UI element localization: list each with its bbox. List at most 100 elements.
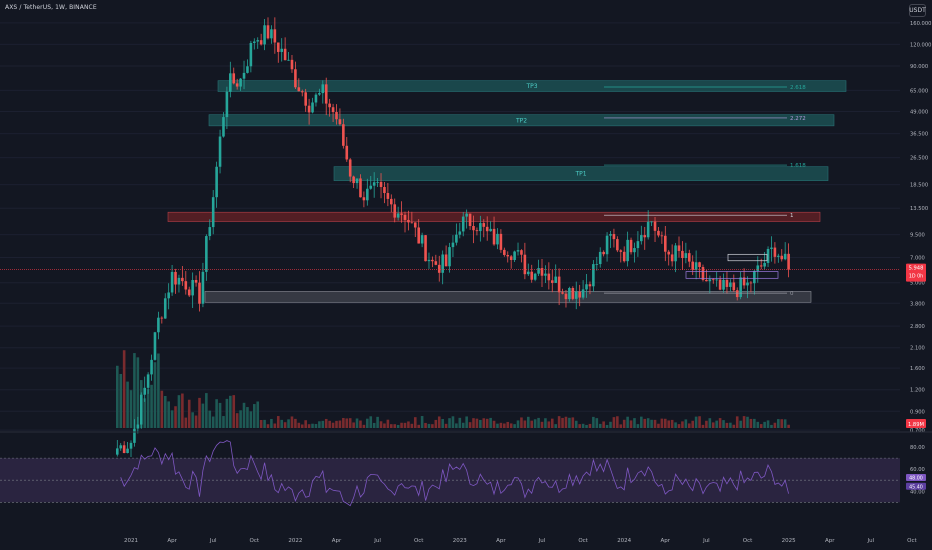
volume-bar [681, 421, 684, 428]
price-tick-label: 26.500 [910, 156, 928, 162]
volume-bar [194, 415, 198, 428]
volume-bar [143, 398, 146, 428]
rsi-tick-label: 80.00 [910, 445, 925, 451]
candle-body [698, 262, 701, 268]
volume-bar [503, 423, 506, 428]
candle-body [276, 42, 280, 52]
volume-bar [235, 413, 239, 428]
volume-bar [708, 418, 712, 428]
candle-body [116, 448, 119, 455]
candle-body [636, 241, 640, 249]
volume-bar [126, 381, 129, 428]
candle-body [184, 281, 188, 290]
volume-bar [756, 421, 760, 428]
volume-bar [290, 416, 294, 428]
volume-bar [598, 423, 602, 428]
candle-body [163, 298, 167, 319]
candle-body [167, 292, 170, 299]
rsi-value-text: 48.00 [909, 476, 923, 482]
candle-body [523, 254, 527, 275]
candle-body [407, 219, 410, 223]
volume-bar [499, 422, 503, 428]
candle-body [396, 213, 400, 218]
volume-bar [383, 423, 386, 428]
candle-body [646, 221, 650, 238]
candle-body [300, 91, 304, 93]
volume-bar [684, 419, 688, 428]
candle-body [520, 250, 523, 255]
candle-body [431, 259, 434, 262]
volume-bar [595, 418, 599, 428]
candle-body [273, 29, 277, 43]
candle-body [153, 332, 157, 360]
volume-bar [287, 419, 290, 428]
volume-bar [376, 416, 379, 428]
candle-body [232, 73, 236, 84]
fib-label: 1.618 [790, 163, 806, 169]
price-tick-label: 0.700 [910, 428, 925, 434]
candle-body [585, 284, 588, 290]
candle-body [701, 267, 705, 280]
fib-label: 2.272 [790, 116, 806, 122]
volume-bar [297, 422, 301, 428]
volume-bar [753, 418, 756, 428]
volume-bar [698, 416, 701, 428]
candle-body [314, 94, 318, 103]
currency-button[interactable]: USDT [909, 4, 926, 17]
time-tick-label: Apr [661, 538, 671, 544]
zone-box [208, 114, 835, 127]
candle-body [191, 280, 194, 296]
volume-bar [211, 416, 215, 428]
candle-body [527, 271, 530, 275]
volume-bar [321, 420, 325, 428]
candle-body [187, 289, 191, 296]
volume-bar [530, 420, 534, 428]
volume-bar [523, 420, 527, 428]
time-tick-label: 2025 [782, 538, 796, 544]
volume-bar [355, 418, 359, 428]
volume-bar [537, 417, 540, 428]
candle-body [718, 279, 722, 290]
candle-body [670, 254, 674, 262]
volume-bar [136, 357, 140, 428]
volume-bar [150, 384, 153, 428]
candle-body [366, 188, 369, 201]
candle-body [554, 276, 557, 283]
candle-body [304, 92, 307, 106]
volume-bar [475, 418, 479, 428]
time-tick-label: Jul [702, 538, 710, 544]
candle-body [266, 25, 270, 39]
volume-bar [362, 424, 366, 428]
time-tick-label: Jul [373, 538, 381, 544]
time-tick-label: Oct [250, 538, 260, 544]
candle-body [561, 292, 564, 294]
volume-bar [366, 418, 369, 428]
candle-body [783, 253, 787, 260]
time-tick-label: 2021 [124, 538, 138, 544]
candle-body [509, 256, 513, 261]
volume-bar [564, 416, 568, 428]
volume-bar [492, 420, 496, 428]
volume-bar [259, 419, 263, 428]
volume-bar [437, 416, 441, 428]
time-tick-label: Apr [825, 538, 835, 544]
volume-bar [451, 416, 455, 428]
candle-body [557, 276, 561, 293]
candle-body [222, 117, 225, 137]
candle-body [170, 271, 174, 293]
volume-bar [616, 416, 619, 428]
candle-body [746, 282, 749, 286]
candle-body [571, 287, 575, 299]
volume-bar [276, 416, 280, 428]
rsi-panel: 80.00 60.00 40.00 48.00 45.40 [0, 440, 926, 507]
candle-body [400, 213, 403, 215]
price-axis[interactable]: 160.000 120.000 90.000 65.000 49.000 36.500 26… [910, 21, 931, 434]
volume-bar [119, 373, 123, 428]
time-axis[interactable]: 2021 Apr Jul Oct 2022 Apr Jul Oct 2023 Apr Jul Oct 2… [124, 538, 932, 544]
candle-body [328, 103, 331, 108]
volume-bar [557, 416, 561, 428]
symbol-title[interactable]: AXS / TetherUS, 1W, BINANCE [5, 4, 97, 11]
candle-body [256, 40, 260, 42]
volume-bar [372, 422, 376, 428]
